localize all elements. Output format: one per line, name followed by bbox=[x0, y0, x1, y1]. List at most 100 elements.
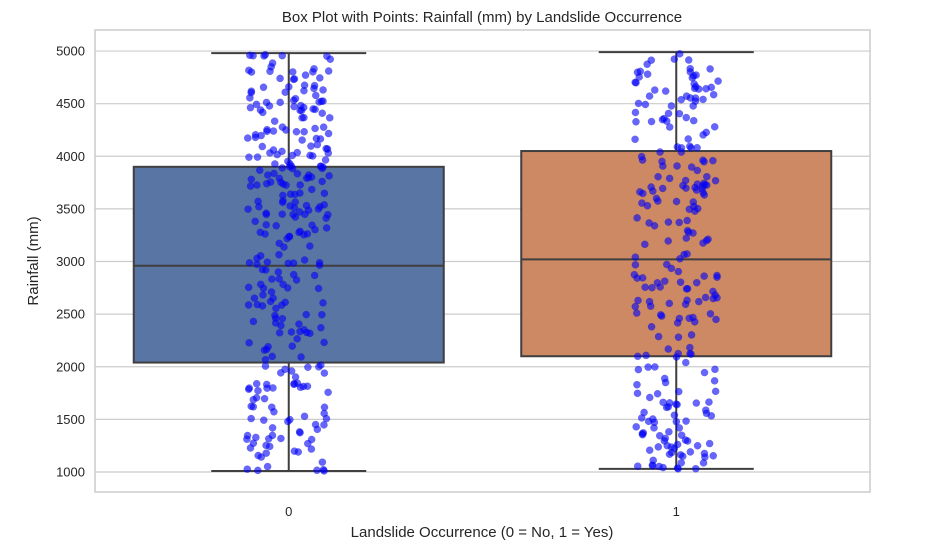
data-point bbox=[326, 114, 334, 122]
data-point bbox=[672, 197, 681, 206]
data-point bbox=[691, 82, 700, 91]
data-point bbox=[275, 250, 283, 259]
data-point bbox=[252, 394, 261, 402]
data-point bbox=[290, 75, 299, 83]
data-point bbox=[705, 439, 714, 448]
data-point bbox=[700, 272, 708, 280]
data-point bbox=[665, 428, 673, 436]
data-point bbox=[262, 441, 270, 450]
data-point bbox=[276, 74, 284, 83]
y-tick-label: 5000 bbox=[56, 44, 85, 59]
data-point bbox=[315, 261, 324, 270]
data-point bbox=[247, 175, 256, 184]
data-point bbox=[308, 185, 316, 194]
data-point bbox=[693, 166, 702, 175]
data-point bbox=[645, 297, 654, 306]
data-point bbox=[310, 271, 319, 280]
data-point bbox=[660, 114, 668, 123]
data-point bbox=[290, 203, 299, 212]
data-point bbox=[677, 95, 685, 104]
data-point bbox=[324, 149, 333, 157]
data-point bbox=[254, 466, 262, 475]
data-point bbox=[700, 179, 708, 188]
data-point bbox=[324, 129, 333, 138]
data-point bbox=[249, 439, 258, 447]
data-point bbox=[260, 416, 268, 424]
data-point bbox=[699, 156, 707, 165]
data-point bbox=[633, 68, 642, 77]
data-point bbox=[301, 210, 309, 219]
data-point bbox=[657, 312, 666, 320]
data-point bbox=[255, 166, 264, 175]
data-point bbox=[295, 320, 303, 328]
data-point bbox=[654, 332, 663, 341]
data-point bbox=[320, 338, 328, 347]
data-point bbox=[262, 266, 270, 274]
data-point bbox=[680, 250, 688, 259]
data-point bbox=[290, 102, 298, 111]
data-point bbox=[278, 314, 287, 323]
data-point bbox=[670, 411, 679, 419]
data-point bbox=[633, 380, 641, 389]
data-point bbox=[272, 304, 280, 313]
data-point bbox=[322, 224, 331, 232]
data-point bbox=[691, 94, 700, 102]
data-point bbox=[325, 172, 333, 180]
data-point bbox=[705, 398, 713, 406]
data-point bbox=[270, 117, 279, 125]
data-point bbox=[302, 310, 310, 319]
data-point bbox=[675, 218, 683, 227]
y-tick-label: 1000 bbox=[56, 465, 85, 480]
data-point bbox=[311, 105, 319, 114]
data-point bbox=[271, 160, 279, 168]
data-point bbox=[703, 172, 711, 181]
data-point bbox=[702, 128, 711, 137]
data-point bbox=[713, 273, 721, 281]
data-point bbox=[632, 423, 640, 431]
data-point bbox=[633, 389, 642, 398]
data-point bbox=[710, 123, 719, 131]
data-point bbox=[690, 202, 698, 211]
data-point bbox=[682, 417, 690, 425]
data-point bbox=[316, 74, 324, 82]
data-point bbox=[261, 355, 270, 364]
data-point bbox=[654, 443, 663, 451]
data-point bbox=[293, 169, 302, 178]
data-point bbox=[692, 464, 700, 473]
data-point bbox=[286, 160, 294, 168]
data-point bbox=[654, 172, 662, 181]
data-point bbox=[674, 333, 683, 341]
data-point bbox=[714, 77, 722, 85]
data-point bbox=[300, 86, 308, 95]
data-point bbox=[260, 52, 268, 60]
data-point bbox=[319, 163, 327, 171]
data-point bbox=[308, 152, 317, 160]
data-point bbox=[318, 458, 327, 466]
data-point bbox=[263, 462, 272, 471]
data-point bbox=[653, 279, 662, 287]
data-point bbox=[653, 390, 662, 398]
data-point bbox=[665, 174, 674, 183]
data-point bbox=[270, 408, 278, 416]
data-point bbox=[281, 298, 289, 307]
data-point bbox=[319, 86, 327, 94]
plot-frame bbox=[94, 29, 871, 493]
data-point bbox=[306, 242, 314, 250]
data-point bbox=[266, 178, 275, 186]
data-point bbox=[320, 189, 329, 198]
data-point bbox=[682, 234, 691, 242]
y-tick-label: 3500 bbox=[56, 201, 85, 216]
data-point bbox=[314, 284, 323, 293]
data-point bbox=[264, 342, 272, 351]
data-point bbox=[712, 315, 720, 324]
data-point bbox=[262, 221, 270, 229]
data-point bbox=[253, 153, 262, 161]
data-point bbox=[702, 85, 710, 93]
data-point bbox=[272, 222, 280, 230]
data-point bbox=[278, 51, 286, 60]
data-point bbox=[245, 153, 253, 161]
data-point bbox=[709, 156, 717, 165]
data-point bbox=[689, 72, 698, 80]
data-point bbox=[632, 118, 640, 126]
data-point bbox=[265, 102, 274, 110]
